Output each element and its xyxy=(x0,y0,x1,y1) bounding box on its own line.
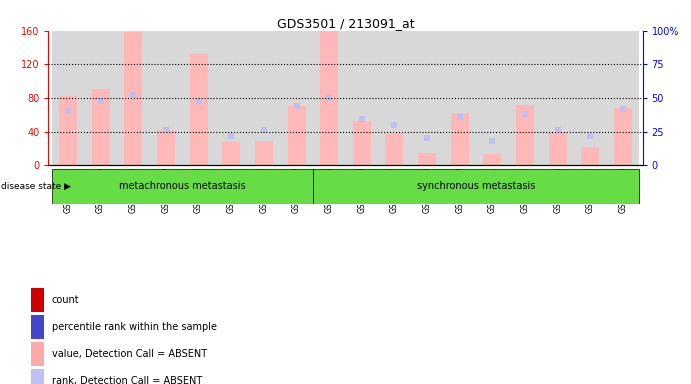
Bar xyxy=(451,113,468,165)
Bar xyxy=(509,31,542,165)
Bar xyxy=(117,31,149,165)
Bar xyxy=(280,31,313,165)
Bar xyxy=(353,121,371,165)
Text: count: count xyxy=(52,295,79,305)
Bar xyxy=(92,89,110,165)
Bar xyxy=(476,31,509,165)
Bar xyxy=(255,141,273,165)
Bar xyxy=(411,31,444,165)
Bar xyxy=(31,342,44,366)
Bar xyxy=(542,31,574,165)
Bar xyxy=(52,31,84,165)
Bar xyxy=(549,131,567,165)
Bar xyxy=(31,369,44,384)
Bar xyxy=(313,31,346,165)
Bar xyxy=(215,31,247,165)
Bar xyxy=(346,31,378,165)
Bar xyxy=(614,108,632,165)
Bar xyxy=(52,169,313,204)
Bar xyxy=(444,31,476,165)
Bar xyxy=(418,153,436,165)
Bar xyxy=(182,31,215,165)
Bar xyxy=(189,54,207,165)
Text: percentile rank within the sample: percentile rank within the sample xyxy=(52,322,217,332)
Bar xyxy=(287,106,305,165)
Bar xyxy=(31,315,44,339)
Bar xyxy=(223,142,240,165)
Bar xyxy=(31,288,44,312)
Bar xyxy=(59,96,77,165)
Bar xyxy=(574,31,607,165)
Text: synchronous metastasis: synchronous metastasis xyxy=(417,181,536,191)
Bar xyxy=(484,154,502,165)
Bar xyxy=(581,147,599,165)
Bar xyxy=(313,169,639,204)
Bar xyxy=(378,31,411,165)
Bar xyxy=(320,31,338,165)
Bar xyxy=(84,31,117,165)
Text: metachronous metastasis: metachronous metastasis xyxy=(119,181,245,191)
Bar xyxy=(124,32,142,165)
Bar xyxy=(607,31,639,165)
Text: value, Detection Call = ABSENT: value, Detection Call = ABSENT xyxy=(52,349,207,359)
Text: rank, Detection Call = ABSENT: rank, Detection Call = ABSENT xyxy=(52,376,202,384)
Bar xyxy=(247,31,280,165)
Text: disease state ▶: disease state ▶ xyxy=(1,182,70,191)
Bar xyxy=(386,133,404,165)
Title: GDS3501 / 213091_at: GDS3501 / 213091_at xyxy=(276,17,415,30)
Bar xyxy=(516,104,534,165)
Bar xyxy=(149,31,182,165)
Bar xyxy=(157,130,175,165)
